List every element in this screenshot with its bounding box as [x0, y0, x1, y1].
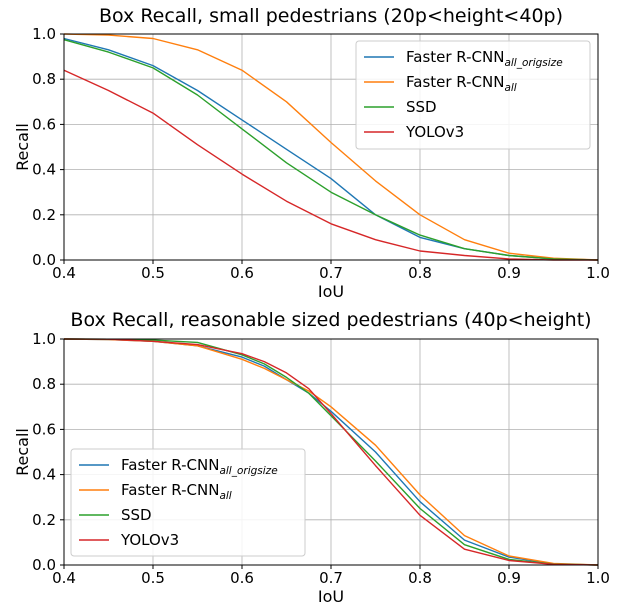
- axis-ticks: 0.4 0.5 0.6 0.7 0.8 0.9 1.0 0.0 0.2 0.4 0.6 0.8 1.0: [32, 330, 610, 587]
- legend-subscript: all: [504, 82, 516, 94]
- series-line: [63, 338, 599, 566]
- legend-label: SSD: [121, 506, 152, 524]
- y-tick-label: 1.0: [32, 330, 56, 348]
- series-lines: [63, 338, 599, 566]
- series-line: [63, 338, 599, 566]
- x-axis-label: IoU: [318, 587, 344, 606]
- y-tick-label: 0.4: [32, 161, 56, 179]
- series-line: [63, 69, 598, 261]
- y-axis-label: Recall: [13, 428, 32, 476]
- x-tick-label: 0.5: [141, 264, 165, 282]
- y-tick-label: 0.0: [32, 556, 56, 574]
- series-line: [63, 39, 599, 261]
- legend-subscript: all: [219, 490, 231, 502]
- x-tick-label: 1.0: [586, 264, 610, 282]
- y-tick-label: 0.2: [32, 206, 56, 224]
- x-tick-label: 0.6: [230, 569, 254, 587]
- y-tick-label: 0.0: [32, 251, 56, 269]
- y-tick-label: 0.8: [32, 70, 56, 88]
- y-tick-label: 0.6: [32, 115, 56, 133]
- legend-subscript: all_origsize: [504, 57, 562, 69]
- series-lines: [63, 33, 599, 261]
- legend-subscript: all_origsize: [219, 465, 277, 477]
- x-tick-label: 0.5: [141, 569, 165, 587]
- x-tick-label: 0.6: [230, 264, 254, 282]
- axis-ticks: 0.4 0.5 0.6 0.7 0.8 0.9 1.0 0.0 0.2 0.4 0.6 0.8 1.0: [32, 25, 610, 282]
- legend-label: Faster R-CNNall: [406, 73, 517, 94]
- x-tick-label: 0.8: [408, 569, 432, 587]
- series-line: [63, 33, 599, 261]
- legend-label: SSD: [406, 98, 437, 116]
- x-tick-label: 0.4: [52, 569, 76, 587]
- y-tick-label: 0.2: [32, 511, 56, 529]
- chart-panel-small: Box Recall, small pedestrians (20p<heigh…: [13, 5, 610, 301]
- y-tick-label: 0.4: [32, 466, 56, 484]
- legend-label: Faster R-CNNall: [121, 481, 232, 502]
- y-axis-label: Recall: [13, 123, 32, 171]
- x-tick-label: 0.7: [319, 569, 343, 587]
- legend-label: YOLOv3: [120, 531, 179, 549]
- x-tick-label: 0.8: [408, 264, 432, 282]
- x-tick-label: 0.9: [497, 569, 521, 587]
- x-tick-label: 0.4: [52, 264, 76, 282]
- y-tick-label: 1.0: [32, 25, 56, 43]
- x-tick-label: 0.9: [497, 264, 521, 282]
- x-tick-label: 1.0: [586, 569, 610, 587]
- legend-label: YOLOv3: [405, 123, 464, 141]
- x-axis-label: IoU: [318, 282, 344, 301]
- legend-box: [355, 40, 591, 150]
- y-tick-label: 0.6: [32, 420, 56, 438]
- x-tick-label: 0.7: [319, 264, 343, 282]
- y-tick-label: 0.8: [32, 375, 56, 393]
- chart-panel-reasonable: Box Recall, reasonable sized pedestrians…: [13, 309, 610, 606]
- legend-box: [70, 448, 306, 557]
- chart-title: Box Recall, small pedestrians (20p<heigh…: [99, 5, 563, 27]
- chart-title: Box Recall, reasonable sized pedestrians…: [70, 309, 591, 331]
